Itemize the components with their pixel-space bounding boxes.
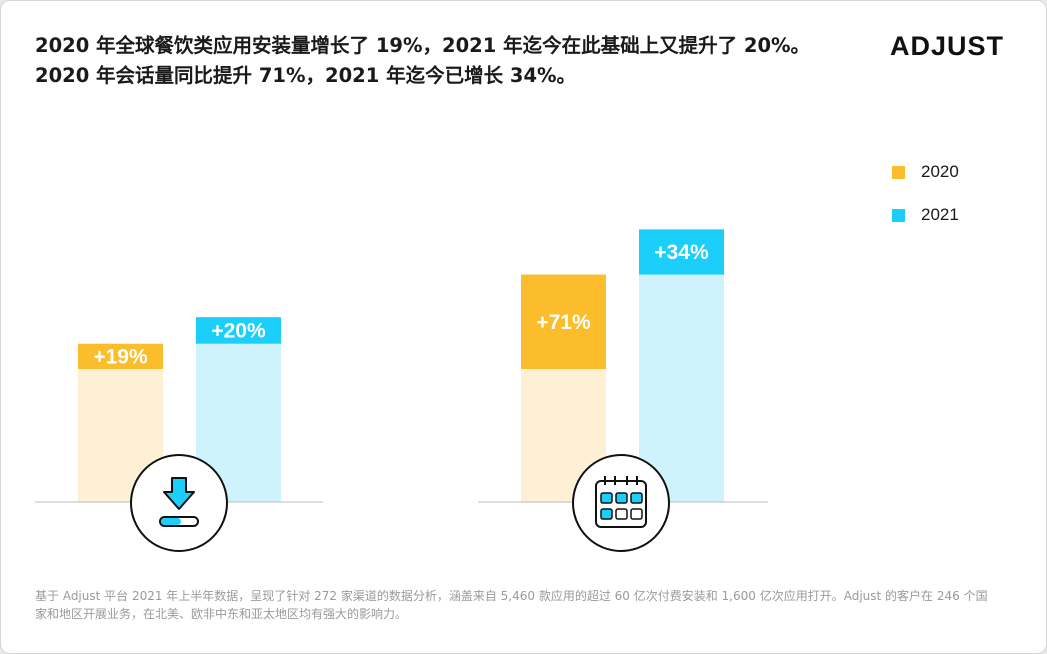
calendar-icon xyxy=(596,476,646,527)
footnote: 基于 Adjust 平台 2021 年上半年数据，呈现了针对 272 家渠道的数… xyxy=(35,587,995,623)
bar-label-installs-2021: +20% xyxy=(211,319,266,342)
bar-label-sessions-2020: +71% xyxy=(536,311,591,334)
icon-layer xyxy=(131,455,669,551)
calendar-icon-badge xyxy=(573,455,669,551)
bar-label-installs-2020: +19% xyxy=(93,345,148,368)
download-icon-badge xyxy=(131,455,227,551)
bar-label-sessions-2021: +34% xyxy=(654,241,709,264)
